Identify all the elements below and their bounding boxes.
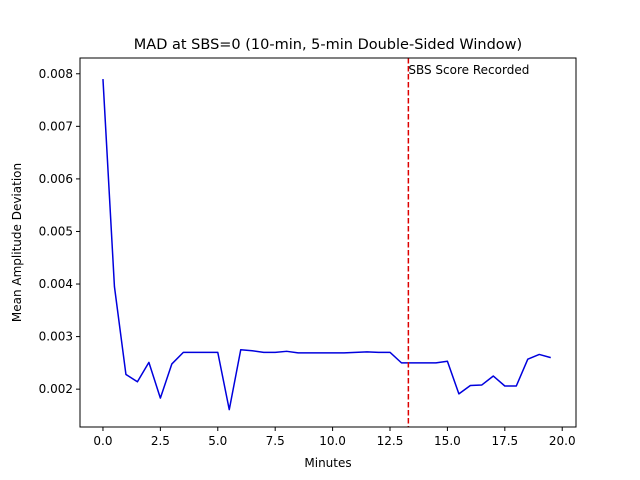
- y-tick-label: 0.005: [39, 224, 73, 238]
- x-axis: 0.0 2.5 5.0 7.5 10.0 12.5 15.0 17.5 20.0: [93, 427, 576, 448]
- plot-frame: [79, 57, 577, 428]
- x-tick-label: 7.5: [266, 434, 285, 448]
- y-tick-label: 0.004: [39, 277, 73, 291]
- y-tick-label: 0.003: [39, 330, 73, 344]
- series-line-0: [102, 78, 551, 411]
- chart-title: MAD at SBS=0 (10-min, 5-min Double-Sided…: [134, 37, 522, 53]
- x-axis-title: Minutes: [304, 456, 351, 470]
- x-tick-label: 17.5: [491, 434, 518, 448]
- y-axis: 0.002 0.003 0.004 0.005 0.006 0.007 0.008: [39, 67, 80, 396]
- y-axis-title: Mean Amplitude Deviation: [10, 163, 24, 322]
- plot-area: SBS Score Recorded: [102, 58, 551, 427]
- x-tick-label: 12.5: [377, 434, 404, 448]
- x-tick-label: 2.5: [151, 434, 170, 448]
- x-tick-label: 10.0: [319, 434, 346, 448]
- y-tick-label: 0.008: [39, 67, 73, 81]
- x-tick-label: 0.0: [93, 434, 112, 448]
- y-tick-label: 0.002: [39, 382, 73, 396]
- x-tick-label: 20.0: [549, 434, 576, 448]
- x-tick-label: 5.0: [208, 434, 227, 448]
- y-tick-label: 0.006: [39, 172, 73, 186]
- annotation-label: SBS Score Recorded: [408, 63, 529, 77]
- x-tick-label: 15.0: [434, 434, 461, 448]
- y-tick-label: 0.007: [39, 119, 73, 133]
